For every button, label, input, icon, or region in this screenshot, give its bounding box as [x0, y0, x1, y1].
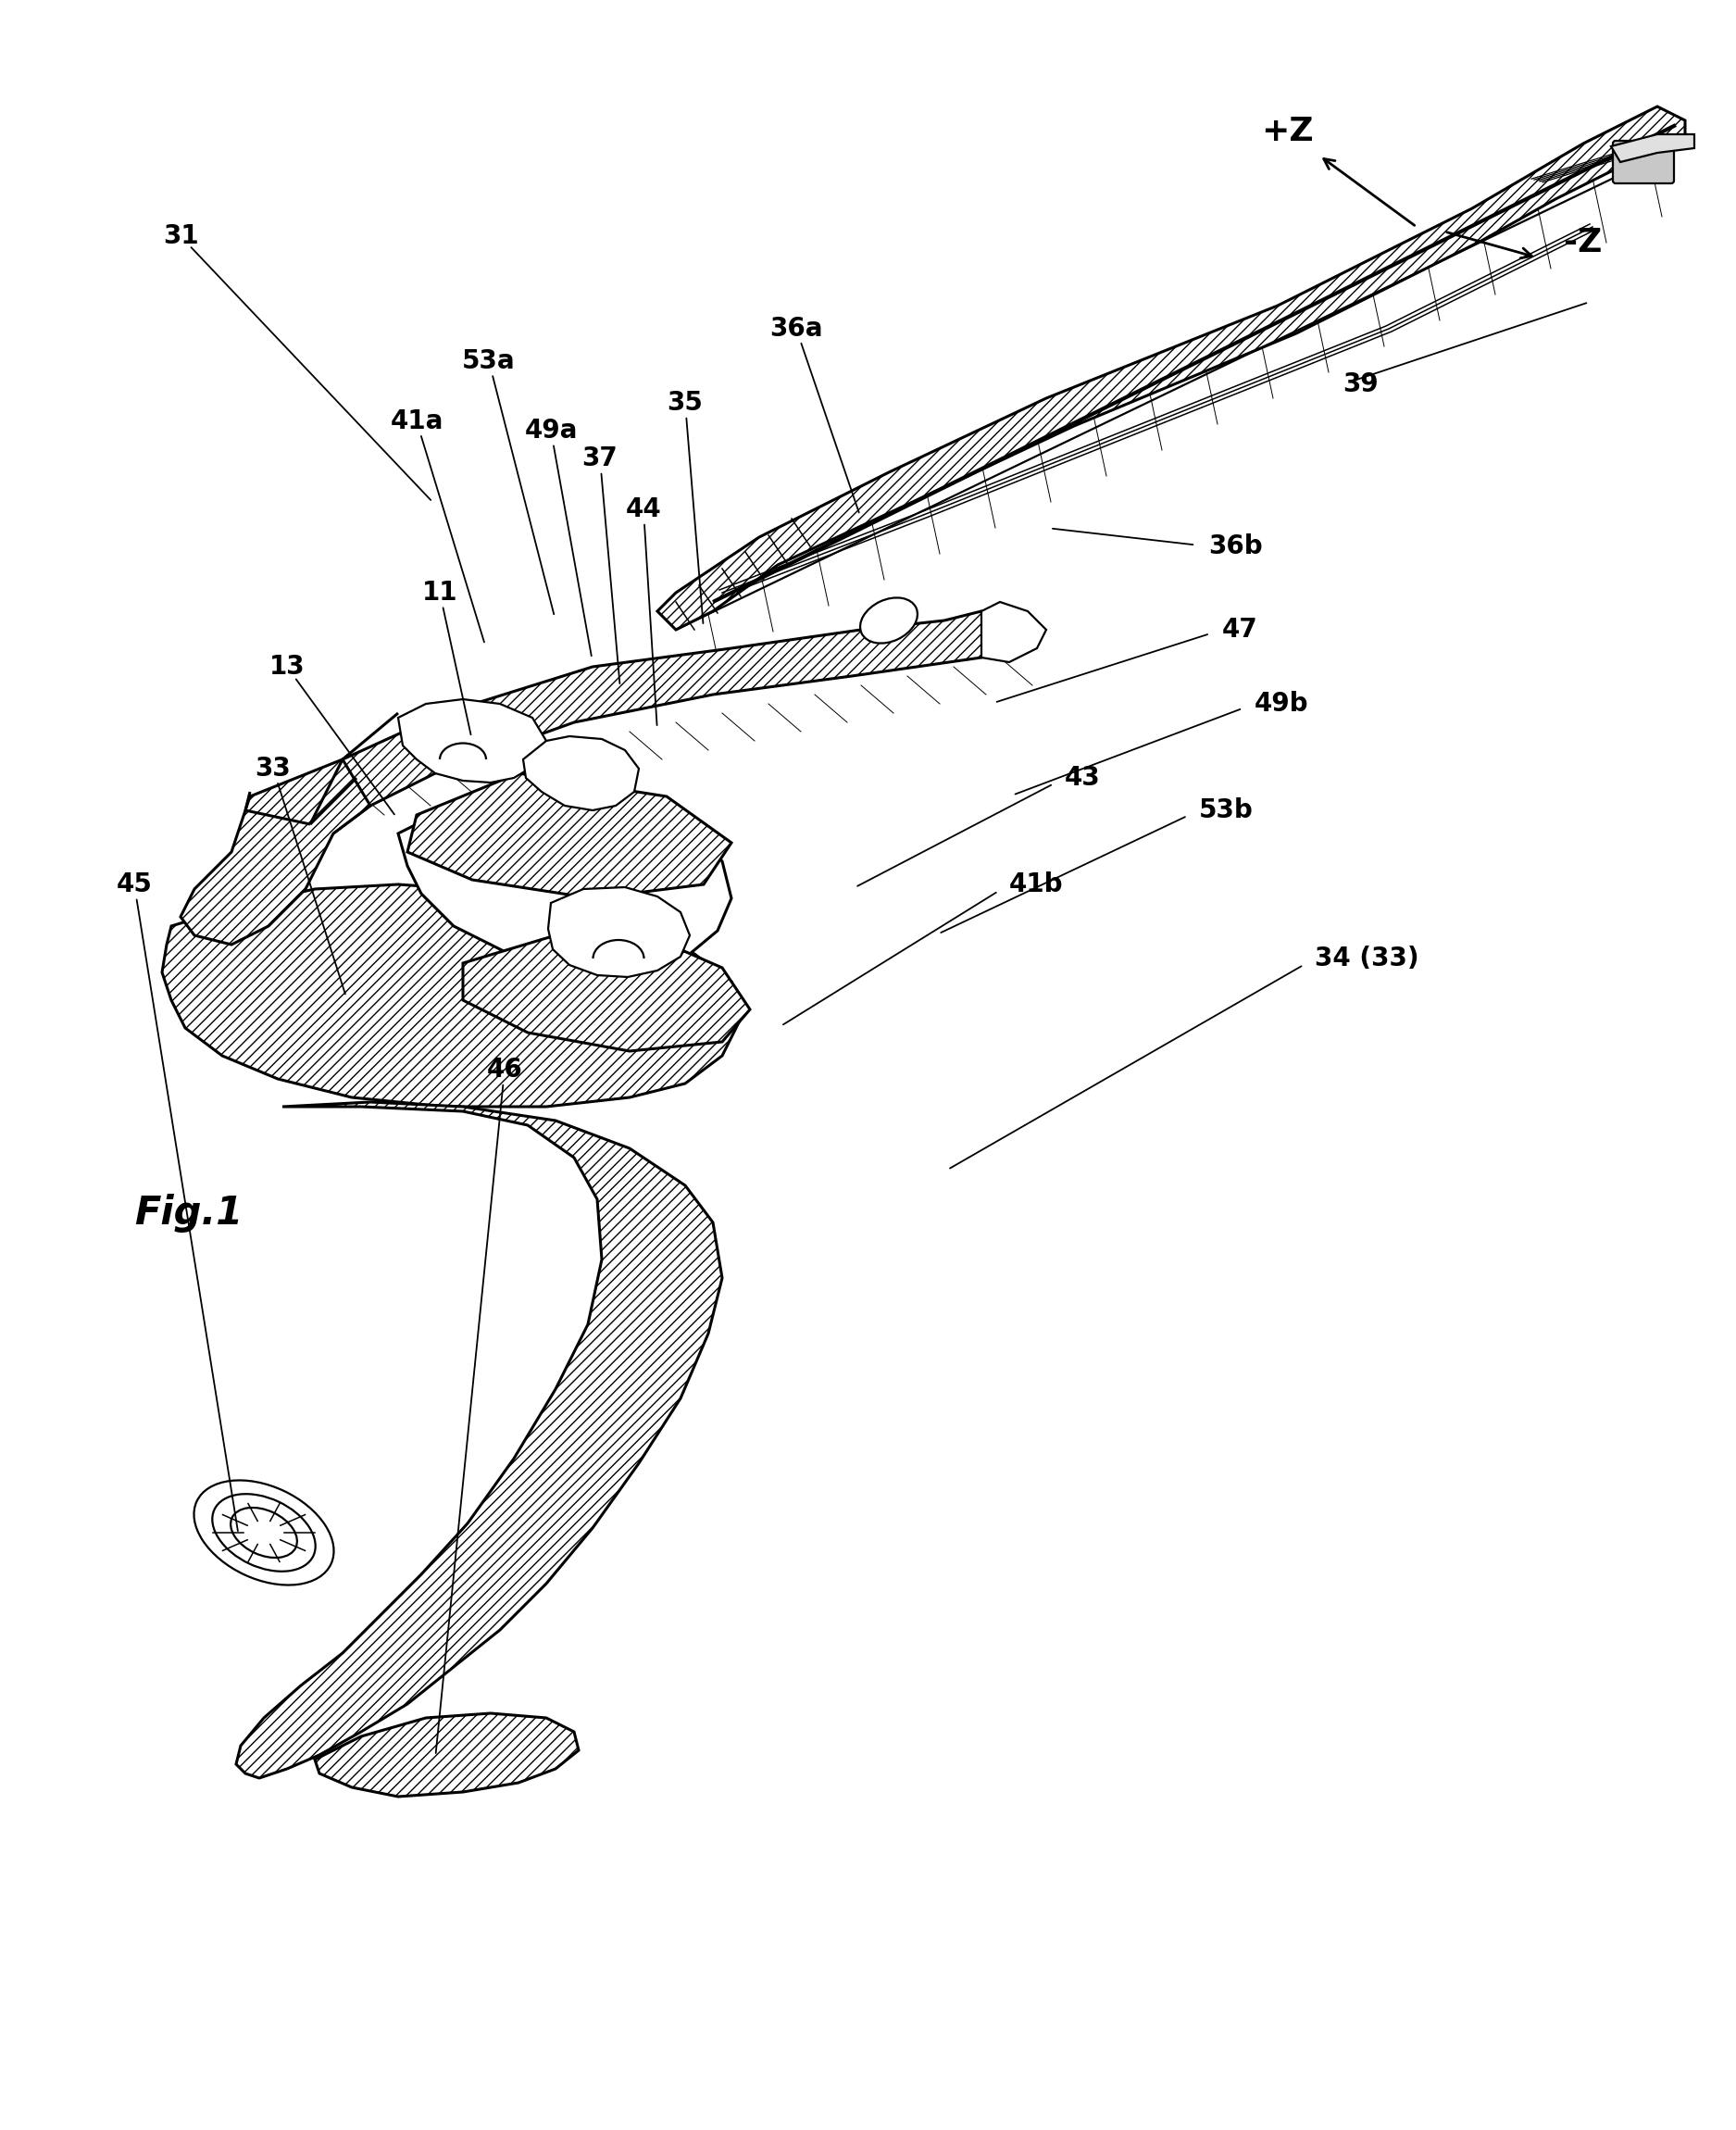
- Polygon shape: [181, 760, 370, 944]
- Text: 31: 31: [163, 224, 198, 249]
- Polygon shape: [408, 773, 731, 899]
- Ellipse shape: [194, 1480, 333, 1585]
- Text: 43: 43: [1064, 765, 1101, 790]
- Text: Fig.1: Fig.1: [134, 1193, 243, 1233]
- Ellipse shape: [231, 1508, 297, 1557]
- Text: 49b: 49b: [1255, 690, 1309, 718]
- Ellipse shape: [859, 599, 918, 643]
- Text: 35: 35: [667, 390, 703, 415]
- Text: 53b: 53b: [1200, 797, 1253, 824]
- Text: 36b: 36b: [1208, 532, 1262, 560]
- Text: 34 (33): 34 (33): [1314, 946, 1418, 971]
- Text: 47: 47: [1222, 618, 1259, 643]
- Polygon shape: [981, 603, 1047, 662]
- Text: 39: 39: [1342, 371, 1378, 398]
- Polygon shape: [311, 611, 1000, 833]
- Polygon shape: [398, 699, 547, 782]
- Polygon shape: [464, 935, 750, 1050]
- Text: +Z: +Z: [1260, 115, 1312, 147]
- Polygon shape: [314, 1713, 578, 1796]
- Text: 49a: 49a: [524, 417, 578, 443]
- Text: 45: 45: [116, 871, 153, 897]
- Polygon shape: [658, 106, 1686, 630]
- Text: 41a: 41a: [391, 409, 443, 435]
- Text: 46: 46: [486, 1056, 523, 1082]
- Text: 13: 13: [269, 654, 306, 679]
- Polygon shape: [1611, 134, 1694, 162]
- Polygon shape: [236, 1101, 722, 1779]
- Text: 53a: 53a: [462, 347, 516, 375]
- Text: 33: 33: [255, 756, 292, 782]
- Text: -Z: -Z: [1564, 228, 1602, 258]
- Text: 36a: 36a: [769, 315, 823, 341]
- Polygon shape: [523, 737, 639, 809]
- Text: 44: 44: [625, 496, 661, 522]
- Polygon shape: [398, 788, 731, 967]
- Text: 11: 11: [422, 579, 458, 605]
- Text: 41b: 41b: [1009, 871, 1064, 897]
- Polygon shape: [549, 888, 689, 978]
- Text: 37: 37: [582, 445, 618, 471]
- Ellipse shape: [212, 1493, 316, 1572]
- FancyBboxPatch shape: [1613, 141, 1674, 183]
- Polygon shape: [161, 884, 741, 1108]
